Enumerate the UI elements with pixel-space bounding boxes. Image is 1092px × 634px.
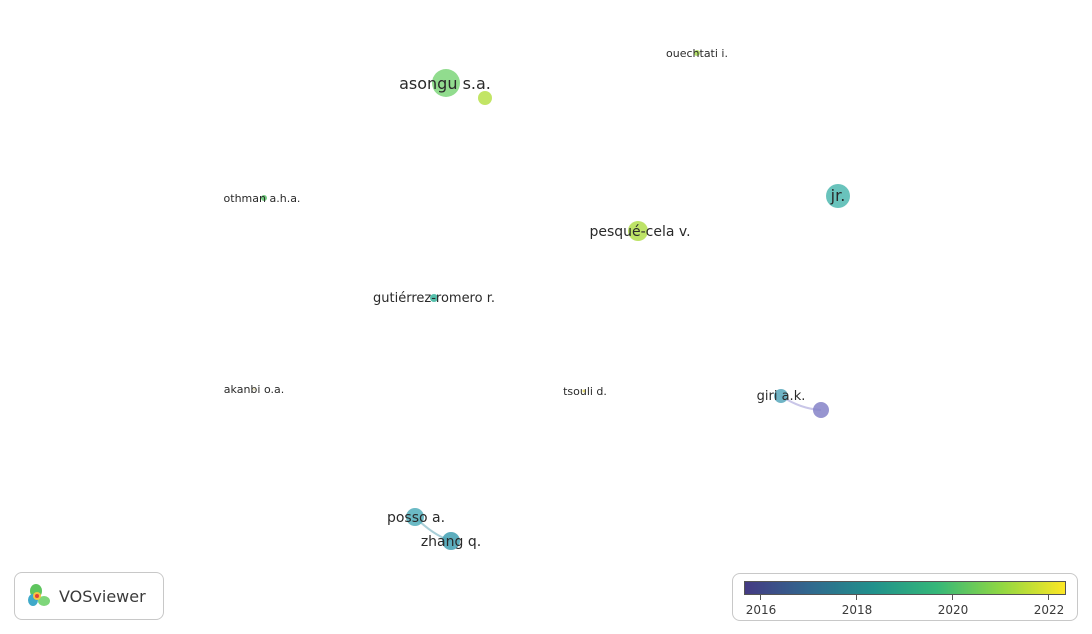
network-node[interactable]: [826, 184, 850, 208]
node-label[interactable]: posso a.: [387, 510, 445, 526]
legend-gradient-bar: [744, 581, 1066, 595]
node-label[interactable]: zhang q.: [421, 534, 481, 550]
node-label[interactable]: jr.: [830, 186, 846, 205]
network-node[interactable]: [628, 221, 648, 241]
legend-tick: [856, 595, 857, 600]
vosviewer-logo-icon: [28, 584, 50, 606]
network-node[interactable]: [813, 402, 829, 418]
year-color-legend: 2016 2018 2020 2022: [732, 573, 1078, 621]
node-label[interactable]: ouechtati i.: [666, 47, 728, 60]
network-node[interactable]: [432, 69, 460, 97]
network-map: asongu s.a. ouechtati i. jr. othman a.h.a. p…: [224, 47, 850, 550]
network-node[interactable]: [774, 389, 788, 403]
network-node[interactable]: [582, 389, 586, 393]
node-label[interactable]: pesqué-cela v.: [589, 224, 690, 240]
legend-tick: [760, 595, 761, 600]
node-label[interactable]: asongu s.a.: [399, 74, 491, 93]
node-label[interactable]: giri a.k.: [757, 389, 806, 404]
node-label[interactable]: akanbi o.a.: [224, 383, 284, 396]
legend-label-2022: 2022: [1033, 603, 1065, 617]
network-node[interactable]: [406, 508, 424, 526]
legend-label-2020: 2020: [937, 603, 969, 617]
network-node[interactable]: [694, 50, 700, 56]
network-node[interactable]: [252, 387, 256, 391]
network-node[interactable]: [478, 91, 492, 105]
network-node[interactable]: [261, 195, 267, 201]
network-node[interactable]: [430, 294, 438, 302]
legend-label-2016: 2016: [745, 603, 777, 617]
legend-tick: [1048, 595, 1049, 600]
logo-text: VOSviewer: [59, 586, 146, 606]
legend-label-2018: 2018: [841, 603, 873, 617]
node-label[interactable]: gutiérrez-romero r.: [373, 291, 495, 306]
network-node[interactable]: [442, 532, 460, 550]
node-label[interactable]: othman a.h.a.: [224, 192, 301, 205]
legend-tick: [952, 595, 953, 600]
node-label[interactable]: tsouli d.: [563, 385, 607, 398]
vosviewer-logo: VOSviewer: [14, 572, 164, 620]
